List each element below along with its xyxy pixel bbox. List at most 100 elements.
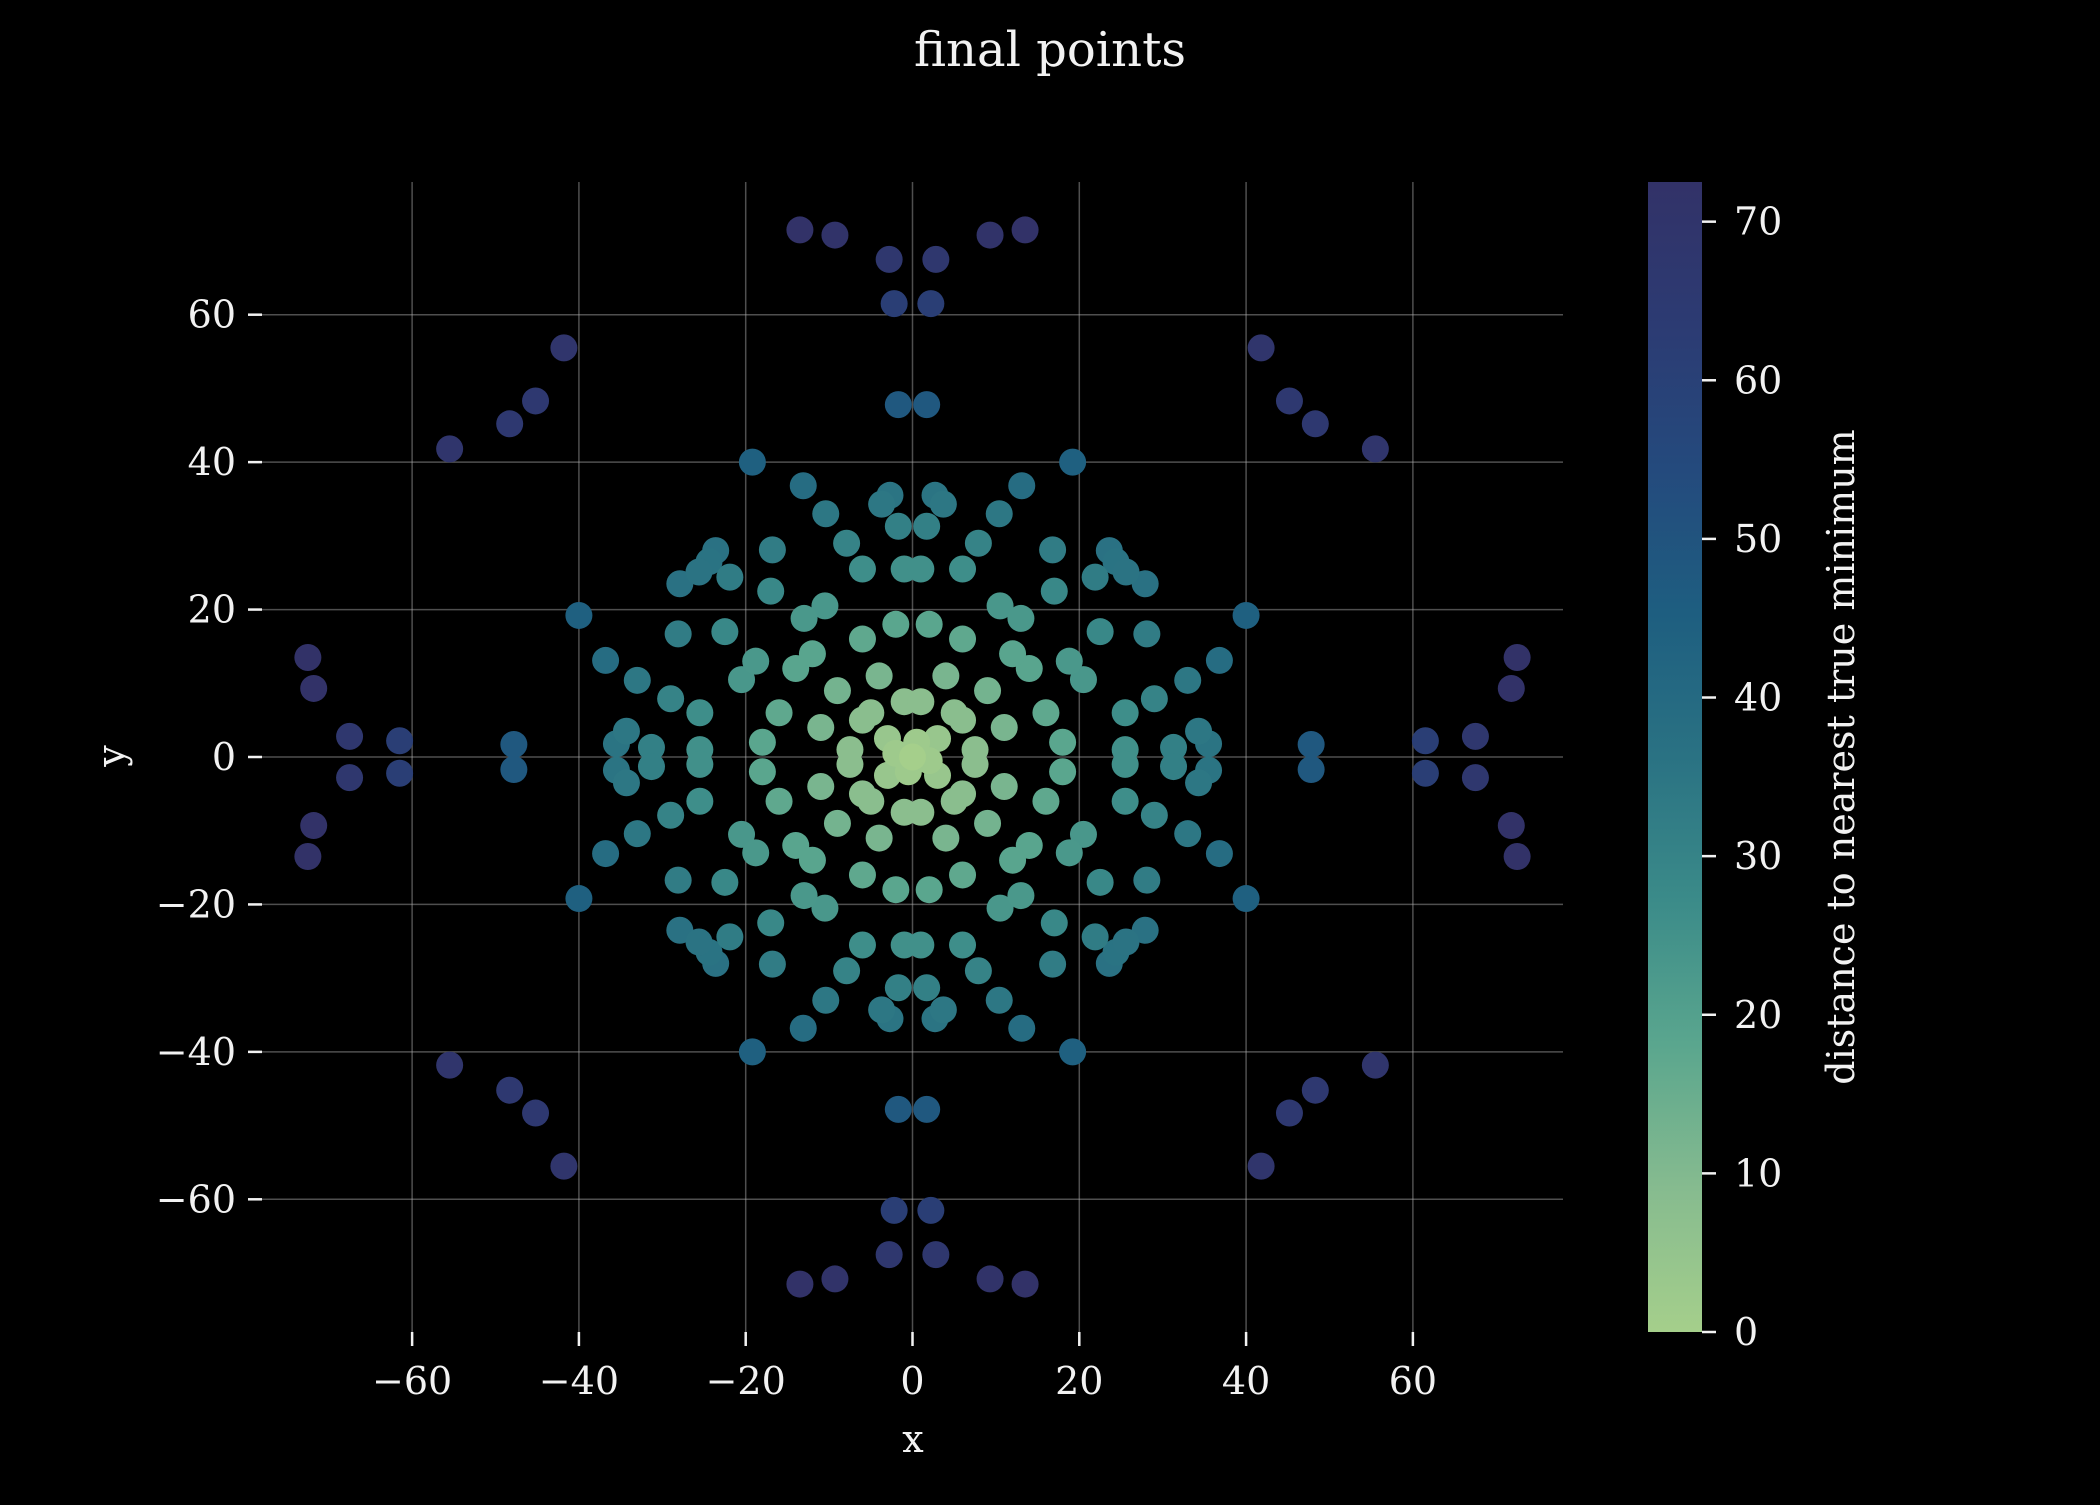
data-point	[798, 846, 826, 874]
data-point	[976, 1265, 1004, 1293]
data-point	[664, 620, 692, 648]
data-point	[386, 759, 414, 787]
data-point	[1461, 764, 1489, 792]
data-point	[728, 820, 756, 848]
colorbar-tick-label: 40	[1734, 676, 1782, 720]
data-point	[1011, 216, 1039, 244]
data-point	[757, 909, 785, 937]
data-point	[999, 846, 1027, 874]
data-point	[1055, 839, 1083, 867]
data-point	[522, 1099, 550, 1127]
data-point	[738, 448, 766, 476]
data-point	[884, 391, 912, 419]
data-point	[907, 688, 935, 716]
data-point	[592, 840, 620, 868]
data-point	[907, 798, 935, 826]
data-point	[924, 725, 952, 753]
data-point	[985, 500, 1013, 528]
data-point	[1133, 620, 1161, 648]
x-tick-label: −40	[539, 1359, 619, 1403]
data-point	[716, 563, 744, 591]
data-point	[990, 714, 1018, 742]
data-point	[1086, 868, 1114, 896]
data-point	[1174, 820, 1202, 848]
data-point	[637, 753, 665, 781]
data-point	[917, 1196, 945, 1224]
data-point	[1301, 410, 1329, 438]
data-point	[1055, 647, 1083, 675]
y-axis-label: y	[89, 745, 133, 768]
data-point	[884, 1095, 912, 1123]
data-point	[915, 610, 943, 638]
data-point	[738, 1038, 766, 1066]
data-point	[550, 1152, 578, 1180]
data-point	[336, 764, 364, 792]
data-point	[1503, 643, 1531, 671]
data-point	[922, 1241, 950, 1269]
data-point	[961, 750, 989, 778]
y-tick-label: −60	[156, 1177, 236, 1221]
data-point	[336, 722, 364, 750]
data-point	[386, 727, 414, 755]
data-point	[949, 555, 977, 583]
data-point	[686, 787, 714, 815]
data-point	[899, 743, 926, 771]
data-point	[949, 861, 977, 889]
data-point	[836, 750, 864, 778]
data-point	[974, 677, 1002, 705]
data-point	[1111, 699, 1139, 727]
data-point	[880, 290, 908, 318]
data-point	[833, 957, 861, 985]
data-point	[875, 245, 903, 273]
data-point	[929, 490, 957, 518]
data-point	[884, 974, 912, 1002]
grid-lines	[262, 182, 1563, 1332]
data-point	[812, 500, 840, 528]
data-point	[1081, 563, 1109, 591]
data-point	[496, 1076, 524, 1104]
data-point	[522, 387, 550, 415]
y-tick-label: 60	[188, 293, 236, 337]
data-point	[623, 666, 651, 694]
data-point	[865, 824, 893, 852]
chart-title: final points	[914, 22, 1186, 78]
data-point	[757, 577, 785, 605]
data-point	[716, 923, 744, 951]
data-point	[742, 839, 770, 867]
data-point	[436, 435, 464, 463]
data-point	[500, 756, 528, 784]
data-point	[949, 931, 977, 959]
scatter-points	[294, 216, 1531, 1298]
data-point	[1232, 601, 1260, 629]
x-tick-label: −60	[372, 1359, 452, 1403]
data-point	[1112, 928, 1140, 956]
data-point	[686, 750, 714, 778]
data-point	[1008, 472, 1036, 500]
data-point	[436, 1051, 464, 1079]
data-point	[1247, 334, 1275, 362]
data-point	[790, 604, 818, 632]
data-point	[1497, 812, 1525, 840]
data-point	[657, 685, 685, 713]
data-point	[789, 1014, 817, 1042]
data-point	[1049, 728, 1077, 756]
data-point	[1049, 758, 1077, 786]
colorbar-tick-label: 20	[1734, 993, 1782, 1037]
data-point	[913, 512, 941, 540]
data-point	[907, 555, 935, 583]
y-tick-label: 20	[188, 588, 236, 632]
data-point	[990, 772, 1018, 800]
data-point	[932, 662, 960, 690]
data-point	[833, 529, 861, 557]
data-point	[823, 809, 851, 837]
colorbar-tick-label: 70	[1734, 200, 1782, 244]
data-point	[1275, 387, 1303, 415]
data-point	[1174, 666, 1202, 694]
x-tick-label: 0	[900, 1359, 924, 1403]
data-point	[986, 894, 1014, 922]
y-tick-label: −40	[156, 1030, 236, 1074]
x-tick-label: 40	[1222, 1359, 1270, 1403]
data-point	[1185, 769, 1213, 797]
data-point	[940, 699, 968, 727]
